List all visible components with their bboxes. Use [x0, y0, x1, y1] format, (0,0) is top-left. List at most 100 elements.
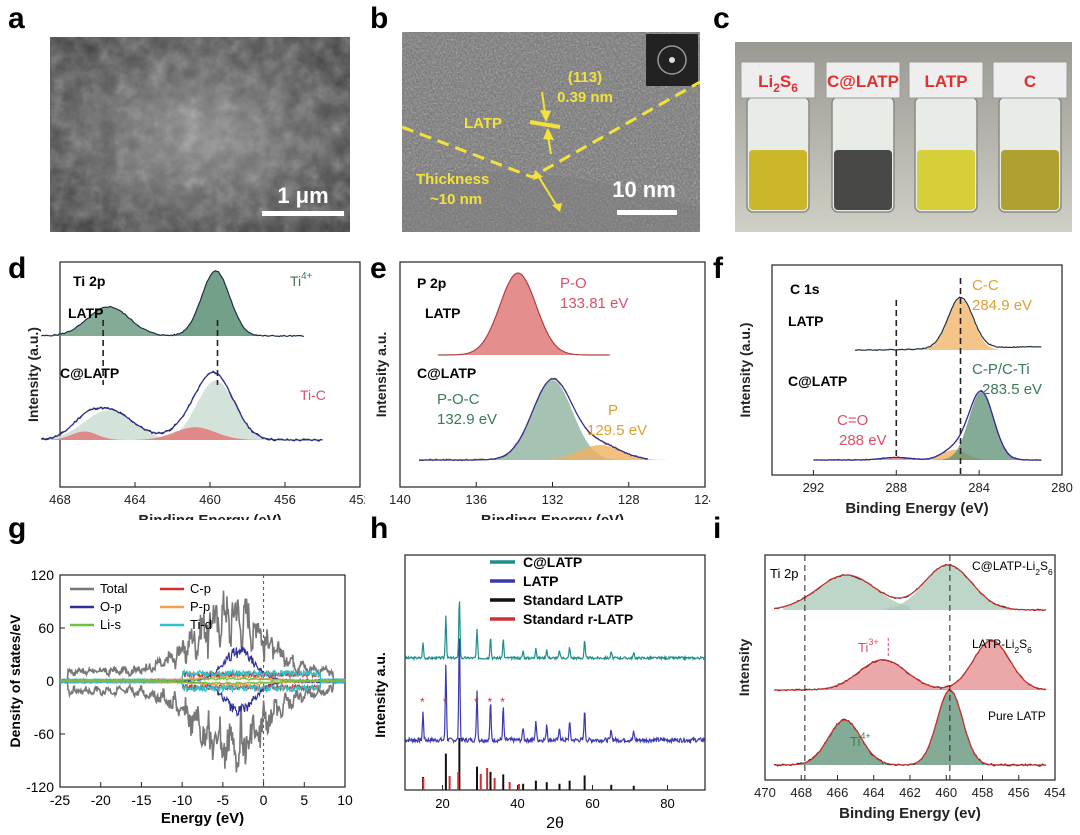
impurity-marker: * [474, 695, 479, 709]
legend-label: Total [100, 581, 128, 596]
series-label: LATP [425, 305, 461, 321]
x-tick-label: -10 [172, 792, 192, 808]
xps-p2p-chart: 140 136 132 128 124 Binding Energy (eV) Intens… [373, 261, 710, 520]
x-tick-label: 470 [754, 785, 776, 800]
xrd-chart: 20 40 60 80 2θ Intensity a.u. * * * * * C@LATP LATP S… [372, 554, 706, 832]
legend-label: C@LATP [523, 554, 582, 570]
thickness-label: Thickness [416, 171, 489, 188]
series-label: C@LATP [788, 373, 847, 389]
panel-label-b: b [370, 2, 389, 35]
x-tick-label: 5 [300, 792, 308, 808]
chart-title: P 2p [417, 275, 446, 291]
annotation: 288 eV [839, 432, 887, 449]
y-axis-label: Intensity [736, 639, 752, 697]
legend-label: Standard LATP [523, 592, 623, 608]
annotation: Ti4+ [850, 731, 871, 749]
dos-series-total [59, 680, 346, 773]
x-tick-label: 464 [124, 492, 146, 507]
annotation: 284.9 eV [972, 297, 1032, 314]
x-tick-label: 464 [863, 785, 885, 800]
ti4-fit-peak [41, 306, 192, 336]
x-axis-label: Binding Energy (eV) [138, 512, 281, 520]
y-axis-label: Intensity a.u. [373, 332, 389, 418]
plot-frame [771, 264, 1063, 476]
annotation: 132.9 eV [437, 411, 497, 428]
annotation: P [608, 402, 618, 419]
x-tick-label: 124 [694, 492, 710, 507]
vial-label-0: Li2S6 [758, 72, 798, 95]
impurity-marker: * [500, 695, 505, 709]
fit-peak [884, 565, 1012, 610]
x-tick-label: 458 [972, 785, 994, 800]
scale-bar [262, 211, 344, 216]
annotation: P-O [560, 275, 587, 292]
fit-envelope [774, 689, 1046, 766]
dos-chart: -25 -20 -15 -10 -5 0 5 10 -120 -60 0 60 120 Energy (e… [7, 567, 353, 827]
ti4-fit-peak [153, 271, 285, 336]
x-tick-label: 140 [389, 492, 411, 507]
fit-envelope [774, 639, 1046, 691]
legend-label: Ti-d [190, 617, 212, 632]
impurity-marker: * [488, 695, 493, 709]
x-tick-label: 136 [465, 492, 487, 507]
x-tick-label: 456 [1008, 785, 1030, 800]
ti-c-fit-peak [135, 427, 267, 440]
y-axis-label: Intensity a.u. [372, 652, 388, 738]
annotation: C-C [972, 277, 999, 294]
ti-c-fit-peak [41, 431, 135, 440]
plane-label: (113) [568, 69, 602, 86]
dos-series-total [60, 590, 346, 682]
y-axis-label: Intensity (a.u.) [25, 327, 41, 422]
x-tick-label: -25 [50, 792, 70, 808]
series-label: C@LATP-Li2S6 [972, 559, 1053, 577]
y-tick-label: 120 [31, 567, 55, 583]
x-tick-label: 468 [790, 785, 812, 800]
annotation: 129.5 eV [587, 422, 647, 439]
y-tick-label: 0 [46, 673, 54, 689]
spectrum [774, 688, 1047, 767]
c-latp-envelope [419, 378, 648, 461]
dos-series-li-s [60, 677, 346, 682]
vial-label-1: C@LATP [827, 72, 899, 91]
series-label: Pure LATP [988, 709, 1046, 723]
vial-solution-3 [1001, 150, 1059, 210]
x-axis-label: Binding Energy (eV) [845, 500, 988, 517]
p-o-c-fit-peak [457, 380, 648, 460]
scale-bar [617, 210, 677, 215]
x-tick-label: 10 [337, 792, 353, 808]
chart-title: Ti 2p [73, 273, 105, 289]
x-tick-label: 284 [968, 480, 990, 495]
panel-label-i: i [713, 512, 722, 545]
legend-label: Li-s [100, 617, 121, 632]
x-tick-label: 460 [199, 492, 221, 507]
plot-frame [404, 554, 706, 791]
x-tick-label: 456 [274, 492, 296, 507]
dos-series-ti-d [59, 680, 345, 694]
legend-label: O-p [100, 599, 122, 614]
c-c-fit-peak [896, 299, 1011, 350]
impurity-marker: * [443, 695, 448, 709]
x-tick-label: 60 [585, 796, 599, 811]
vial-label-box-0 [740, 61, 816, 99]
panel-label-c: c [713, 2, 730, 35]
x-axis-label: Binding Energy (ev) [839, 805, 981, 822]
ti4-fit-peak [153, 380, 285, 440]
panel-label-a: a [8, 2, 25, 35]
series-label: LATP [68, 305, 104, 321]
x-tick-label: 20 [435, 796, 449, 811]
vial-solution-1 [834, 150, 892, 210]
y-tick-label: -60 [34, 726, 54, 742]
hrtem-image: (113) 0.39 nm LATP Thickness ~10 nm 10 n… [402, 32, 700, 232]
x-axis-label: 2θ [546, 815, 564, 832]
xps-ti2p-chart: 468 464 460 456 452 Binding Energy (eV) Intens… [25, 261, 365, 520]
x-tick-label: 132 [542, 492, 564, 507]
x-tick-label: 80 [660, 796, 674, 811]
p-o-fit-peak [438, 273, 610, 355]
x-tick-label: 292 [803, 480, 825, 495]
legend-label: Standard r-LATP [523, 611, 633, 627]
panel-label-f: f [713, 252, 723, 285]
thickness-value: ~10 nm [430, 191, 482, 208]
annotation: Ti-C [300, 387, 326, 403]
x-tick-label: 462 [899, 785, 921, 800]
sem-image: 1 μm [50, 37, 350, 232]
